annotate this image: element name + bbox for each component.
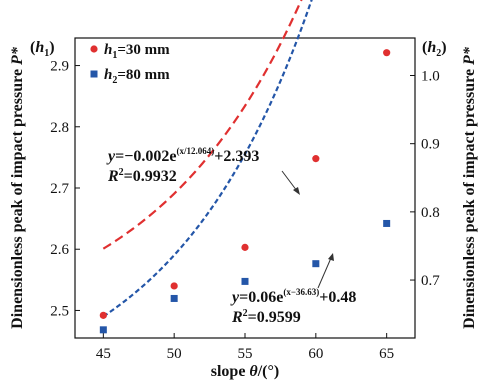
- x-tick-label: 65: [379, 346, 394, 362]
- y-left-tick-label: 2.6: [50, 242, 69, 258]
- data-point-h2: [312, 260, 320, 268]
- r2-h2: R2=0.9599: [231, 308, 301, 326]
- y-left-tick-label: 2.9: [50, 59, 69, 75]
- x-axis-title: slope θ/(°): [211, 363, 279, 380]
- leader-arrow-h2: [328, 253, 334, 261]
- ticks-layer: 45 50 55 60 65 2.5 2.6 2.7 2.8 2.9 0.7 0.8 0.9 1.0: [50, 59, 440, 362]
- y-axis-title-right: Dinensionless peak of impact pressure P*: [461, 46, 478, 329]
- x-tick-label: 60: [308, 346, 323, 362]
- y-right-tick-label: 1.0: [421, 69, 440, 85]
- y-left-tick-label: 2.8: [50, 120, 69, 136]
- r2-h1: R2=0.9932: [107, 167, 177, 185]
- leader-arrow-h1: [293, 187, 300, 195]
- x-tick-label: 45: [96, 346, 111, 362]
- fit-annotation-h2: y=0.06e(x−36.63)+0.48 R2=0.9599: [230, 253, 356, 326]
- data-point-h1: [170, 282, 178, 290]
- y-right-tick-label: 0.9: [421, 137, 440, 153]
- data-point-h1: [241, 243, 249, 251]
- data-point-h2: [383, 219, 391, 227]
- fit-curve-h2: [102, 0, 313, 318]
- legend-marker-h1: [90, 45, 98, 53]
- fit-annotation-h1: y=−0.002e(x/12.064)+2.393 R2=0.9932: [106, 146, 300, 195]
- legend-label-h2: h2=80 mm: [104, 67, 170, 86]
- x-tick-label: 50: [167, 346, 182, 362]
- left-axis-tag: (h1): [30, 39, 55, 59]
- legend-label-h1: h1=30 mm: [104, 42, 170, 61]
- x-tick-label: 55: [238, 346, 253, 362]
- equation-h2: y=0.06e(x−36.63)+0.48: [230, 287, 356, 306]
- y-right-tick-label: 0.7: [421, 273, 440, 289]
- y-left-tick-label: 2.5: [50, 303, 69, 319]
- data-point-h1: [383, 49, 391, 57]
- data-point-h1: [312, 155, 320, 163]
- legend: h1=30 mm h2=80 mm: [90, 42, 170, 86]
- y-left-tick-label: 2.7: [50, 181, 69, 197]
- y-axis-title-left: Dinensionless peak of impact pressure P*: [9, 46, 26, 329]
- right-axis-tag: (h2): [422, 39, 447, 59]
- marks-layer: [99, 49, 391, 334]
- leader-line-h1: [281, 170, 298, 192]
- data-point-h2: [99, 326, 107, 334]
- fit-layer: [102, 0, 313, 318]
- data-point-h1: [99, 311, 107, 319]
- equation-h1: y=−0.002e(x/12.064)+2.393: [106, 146, 259, 165]
- y-right-tick-label: 0.8: [421, 205, 440, 221]
- fit-curve-h1: [102, 0, 303, 250]
- legend-marker-h2: [90, 70, 98, 78]
- data-point-h2: [170, 294, 178, 302]
- leader-line-h2: [317, 257, 332, 289]
- data-point-h2: [241, 277, 249, 285]
